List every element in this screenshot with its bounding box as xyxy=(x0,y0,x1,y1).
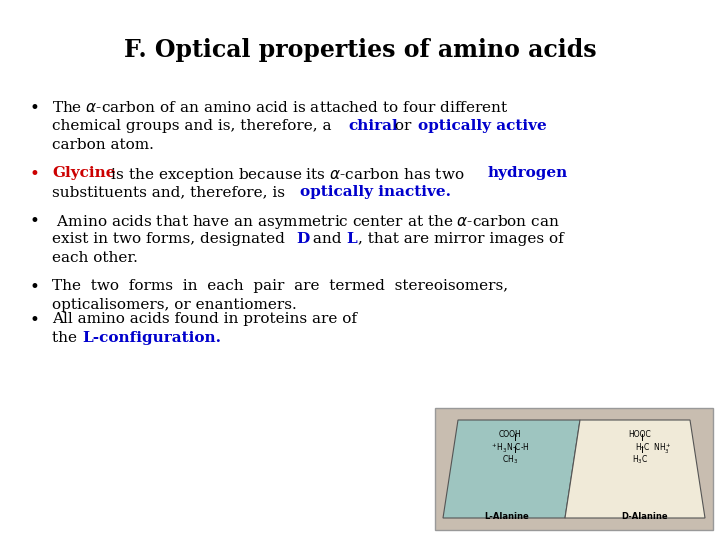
Text: The $\alpha$-carbon of an amino acid is attached to four different: The $\alpha$-carbon of an amino acid is … xyxy=(52,100,508,115)
Polygon shape xyxy=(565,420,705,518)
Text: exist in two forms, designated: exist in two forms, designated xyxy=(52,232,289,246)
Text: optically active: optically active xyxy=(418,119,546,133)
Text: D: D xyxy=(296,232,310,246)
Text: $^+$H$_3$N-C-H: $^+$H$_3$N-C-H xyxy=(490,442,530,455)
Text: opticalisomers, or enantiomers.: opticalisomers, or enantiomers. xyxy=(52,298,297,312)
Text: each other.: each other. xyxy=(52,251,138,265)
Text: •: • xyxy=(30,312,40,329)
Text: CH$_3$: CH$_3$ xyxy=(502,454,518,467)
Text: chiral: chiral xyxy=(348,119,397,133)
Text: The  two  forms  in  each  pair  are  termed  stereoisomers,: The two forms in each pair are termed st… xyxy=(52,279,508,293)
Text: •: • xyxy=(30,213,40,230)
Text: F. Optical properties of amino acids: F. Optical properties of amino acids xyxy=(124,38,596,62)
Text: D-Alanine: D-Alanine xyxy=(621,512,668,521)
Polygon shape xyxy=(443,420,580,518)
Text: and: and xyxy=(308,232,346,246)
Text: •: • xyxy=(30,166,40,183)
Text: Amino acids that have an asymmetric center at the $\alpha$-carbon can: Amino acids that have an asymmetric cent… xyxy=(52,213,559,231)
Text: •: • xyxy=(30,279,40,296)
Text: hydrogen: hydrogen xyxy=(488,166,568,180)
Text: L: L xyxy=(346,232,356,246)
Text: L-Alanine: L-Alanine xyxy=(485,512,529,521)
Text: optically inactive.: optically inactive. xyxy=(300,185,451,199)
Text: HOOC: HOOC xyxy=(629,430,652,439)
Text: , that are mirror images of: , that are mirror images of xyxy=(358,232,564,246)
Text: •: • xyxy=(30,100,40,117)
Text: COOH: COOH xyxy=(499,430,521,439)
FancyBboxPatch shape xyxy=(435,408,713,530)
Text: carbon atom.: carbon atom. xyxy=(52,138,154,152)
Text: H$_3$C: H$_3$C xyxy=(632,454,648,467)
Text: Glycine: Glycine xyxy=(52,166,115,180)
Text: All amino acids found in proteins are of: All amino acids found in proteins are of xyxy=(52,312,357,326)
Text: or: or xyxy=(390,119,416,133)
Text: chemical groups and is, therefore, a: chemical groups and is, therefore, a xyxy=(52,119,336,133)
Text: substituents and, therefore, is: substituents and, therefore, is xyxy=(52,185,290,199)
Text: L-configuration.: L-configuration. xyxy=(82,331,221,345)
Text: the: the xyxy=(52,331,82,345)
Text: is the exception because its $\alpha$-carbon has two: is the exception because its $\alpha$-ca… xyxy=(106,166,465,184)
Text: H-C  NH$_3^+$: H-C NH$_3^+$ xyxy=(635,442,672,456)
